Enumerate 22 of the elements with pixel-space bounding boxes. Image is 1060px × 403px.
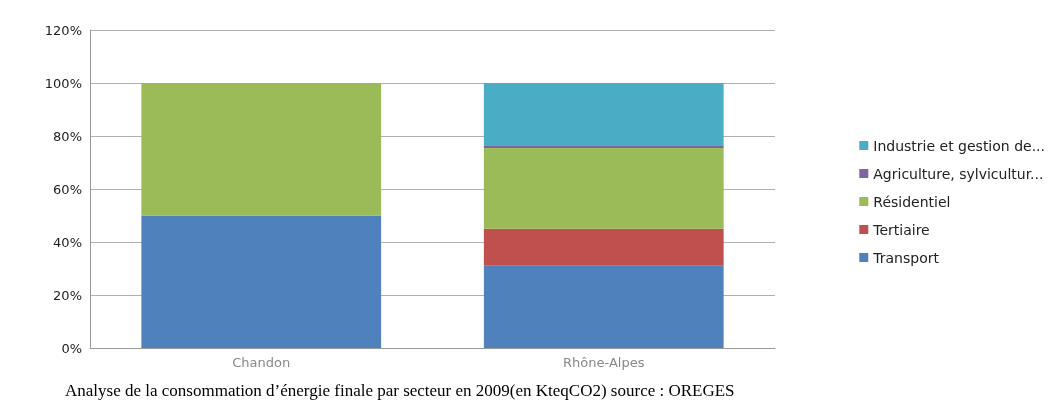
y-tick-label: 40% — [53, 234, 82, 250]
y-tick-label: 0% — [61, 340, 82, 356]
y-tick-label: 120% — [44, 22, 82, 38]
legend-label: Transport — [872, 249, 940, 266]
bar — [483, 265, 724, 348]
y-tick-label: 60% — [53, 181, 82, 197]
bar — [483, 83, 724, 146]
y-tick-label: 20% — [53, 287, 82, 303]
x-tick-label: Chandon — [232, 355, 291, 370]
legend-label: Résidentiel — [873, 193, 951, 210]
bar — [141, 83, 382, 216]
text: Analyse de la consommation d’énergie finale par secteur en 2009(en KteqCO2) source : OREGES — [65, 381, 735, 400]
bar — [483, 147, 724, 229]
bar — [141, 215, 382, 348]
bar — [483, 228, 724, 266]
y-tick-label: 80% — [53, 128, 82, 144]
legend-label: Industrie et gestion de... — [873, 137, 1045, 154]
x-tick-label: Rhône-Alpes — [563, 355, 645, 370]
legend-label: Tertiaire — [872, 221, 930, 238]
legend-label: Agriculture, sylvicultur... — [873, 165, 1044, 182]
y-tick-label: 100% — [44, 75, 82, 91]
bar — [483, 145, 724, 148]
